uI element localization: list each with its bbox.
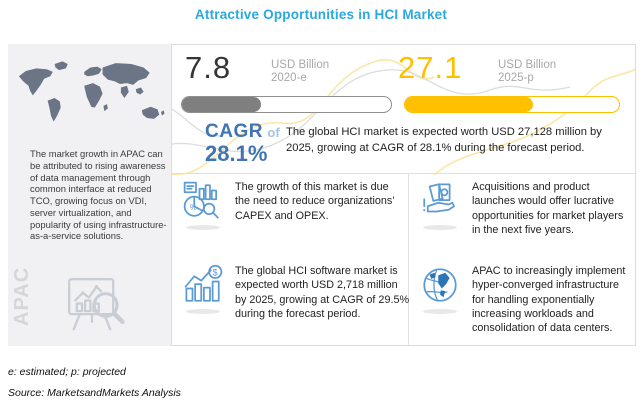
insight-text: The growth of this market is due the nee… xyxy=(235,181,395,222)
apac-description: The market growth in APAC can be attribu… xyxy=(30,148,167,242)
stat-2020-unit: USD Billion 2020-e xyxy=(271,59,330,85)
icon-shadow xyxy=(186,225,220,230)
footnote-estimated-projected: e: estimated; p: projected xyxy=(8,366,126,378)
insight-text: Acquisitions and product launches would … xyxy=(472,181,624,237)
cagr-label: CAGR xyxy=(205,121,263,142)
progress-fill-2025 xyxy=(405,97,534,112)
apac-globe-icon xyxy=(419,264,463,336)
insight-text: APAC to increasingly implement hyper-con… xyxy=(472,265,626,335)
market-stats-card: 7.8 USD Billion 2020-e 27.1 USD Billion … xyxy=(171,44,636,346)
stat-2025-value: 27.1 xyxy=(398,50,463,85)
insight-capex: % The growth of this market is due the n… xyxy=(182,180,406,230)
icon-shadow xyxy=(186,309,220,314)
progress-bar-2020 xyxy=(181,96,392,113)
apac-region-label: APAC xyxy=(11,266,33,326)
stat-2020-value: 7.8 xyxy=(185,50,232,85)
cagr-of: of xyxy=(267,125,280,140)
icon-shadow xyxy=(423,225,457,230)
software-market-growth-icon: $ xyxy=(182,264,226,321)
vertical-divider xyxy=(408,174,409,346)
progress-bar-2025 xyxy=(404,96,620,113)
capex-reduction-icon: % xyxy=(182,180,226,230)
cagr-value: 28.1% xyxy=(205,140,268,166)
insight-text: The global HCI software market is expect… xyxy=(235,265,410,321)
insight-apac-infrastructure: APAC to increasingly implement hyper-con… xyxy=(419,264,633,336)
apac-region-panel: The market growth in APAC can be attribu… xyxy=(8,44,171,346)
cagr-block: CAGR of 28.1% xyxy=(205,122,280,166)
icon-shadow xyxy=(423,309,457,314)
progress-fill-2020 xyxy=(182,97,262,112)
horizontal-divider xyxy=(172,173,635,174)
cagr-note-text: The global HCI market is expected worth … xyxy=(286,126,602,154)
insight-software-market: $ The global HCI software market is expe… xyxy=(182,264,410,321)
market-analysis-easel-icon xyxy=(68,278,125,331)
svg-text:%: % xyxy=(190,203,197,212)
insight-acquisitions: Acquisitions and product launches would … xyxy=(419,180,633,237)
source-attribution: Source: MarketsandMarkets Analysis xyxy=(8,387,181,399)
svg-text:$: $ xyxy=(213,267,218,277)
page-title: Attractive Opportunities in HCI Market xyxy=(194,7,448,22)
stat-2025-unit: USD Billion 2025-p xyxy=(498,59,557,85)
world-map-image xyxy=(18,61,165,122)
acquisitions-money-icon xyxy=(419,180,463,237)
